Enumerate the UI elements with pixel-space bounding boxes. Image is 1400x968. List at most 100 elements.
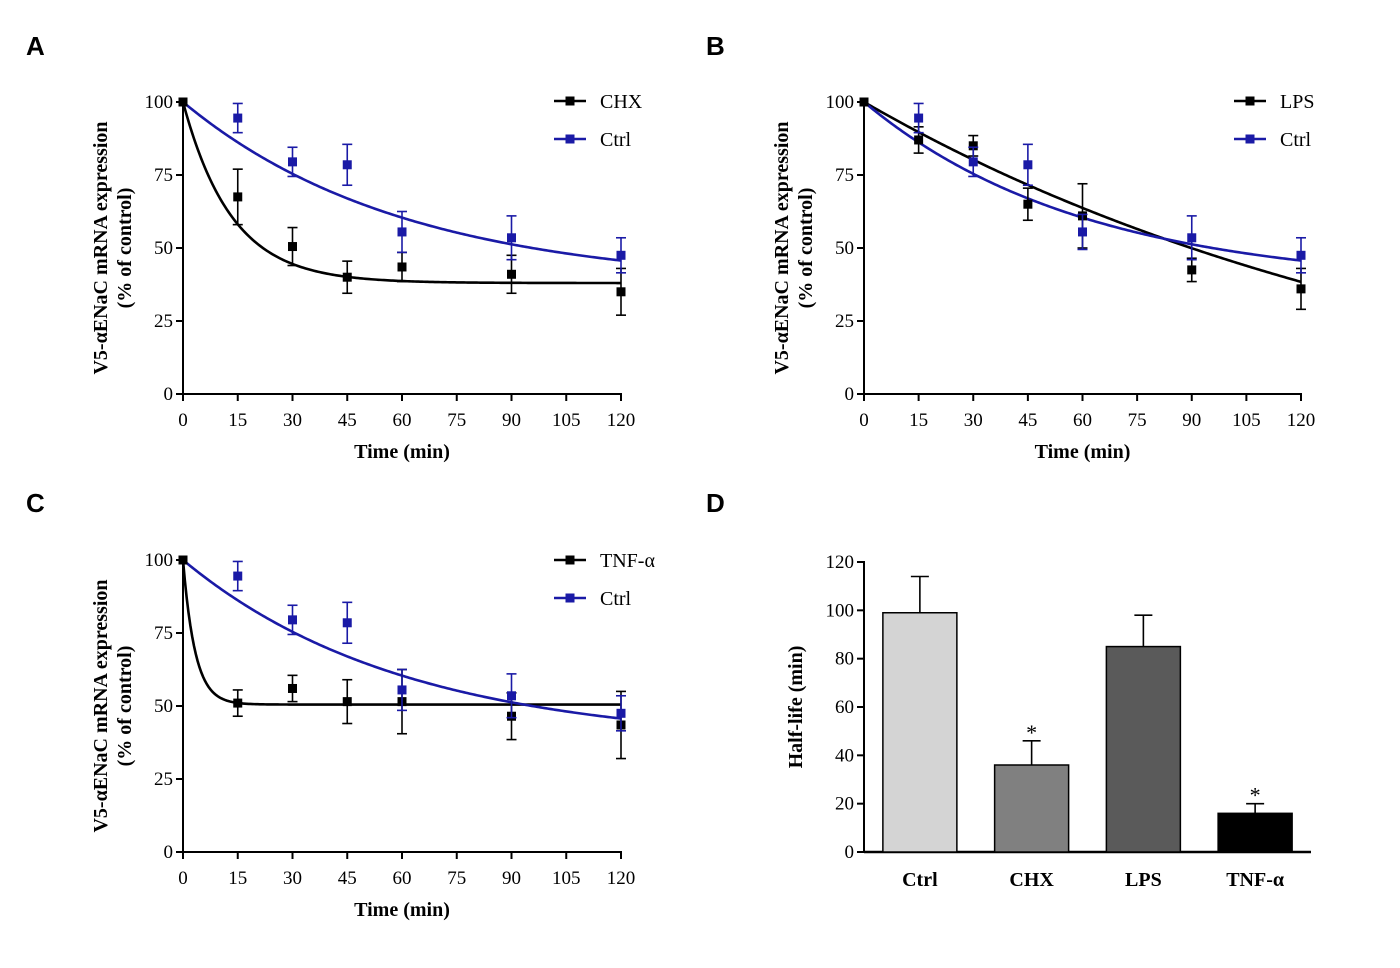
panel-b: B 0 25 50 75 100 0 15 30 45 60 75 90 105 120 Time (min)…: [706, 31, 1315, 463]
data-point: [397, 262, 407, 272]
y-axis-title-unit: (% of control): [114, 646, 136, 767]
x-tick-label: 15: [909, 410, 928, 431]
y-axis-title: Half-life (min): [785, 646, 807, 769]
category-label: CHX: [1009, 869, 1054, 891]
data-point: [342, 618, 352, 628]
y-axis-title-unit: (% of control): [114, 188, 136, 309]
data-point: [1187, 233, 1197, 243]
y-tick-label: 75: [835, 165, 854, 186]
x-axis-title: Time (min): [1035, 441, 1131, 463]
x-tick-label: 105: [1232, 410, 1261, 431]
panel-c: C 0 25 50 75 100 0 15 30 45 60 75 90 105 120 Time (min)…: [26, 488, 655, 921]
significance-marker: *: [1026, 720, 1037, 745]
data-point: [178, 97, 188, 107]
y-tick-label: 50: [835, 238, 854, 259]
category-label: Ctrl: [902, 869, 938, 891]
x-tick-label: 45: [338, 410, 357, 431]
legend-marker: [565, 134, 575, 144]
y-tick-label: 50: [154, 238, 173, 259]
y-tick-label: 25: [154, 769, 173, 790]
x-tick-label: 0: [178, 410, 188, 431]
x-tick-label: 75: [1128, 410, 1147, 431]
significance-marker: *: [1250, 783, 1261, 808]
x-tick-label: 105: [552, 410, 581, 431]
bar-Ctrl: [882, 612, 958, 853]
x-tick-label: 90: [502, 868, 521, 889]
data-point: [914, 135, 924, 145]
legend-label: LPS: [1280, 91, 1314, 113]
y-tick-label: 75: [154, 623, 173, 644]
x-tick-label: 75: [447, 410, 466, 431]
x-tick-label: 60: [1073, 410, 1092, 431]
x-axis-title: Time (min): [354, 441, 450, 463]
data-point: [1023, 160, 1033, 170]
data-point: [233, 113, 243, 123]
y-tick-label: 0: [845, 842, 855, 863]
x-tick-label: 90: [1182, 410, 1201, 431]
x-axis-title: Time (min): [354, 899, 450, 921]
y-axis-title: V5-αENaC mRNA expression: [771, 121, 793, 374]
data-point: [233, 571, 243, 581]
data-point: [288, 242, 297, 252]
x-tick-label: 0: [859, 410, 869, 431]
data-point: [1296, 284, 1306, 294]
data-point: [178, 555, 188, 565]
y-tick-label: 80: [835, 649, 854, 670]
category-label: TNF-α: [1226, 869, 1284, 891]
panel-letter: B: [706, 31, 725, 61]
data-point: [1187, 265, 1197, 275]
y-tick-label: 0: [164, 384, 174, 405]
panel-letter: C: [26, 488, 45, 518]
x-tick-label: 120: [1287, 410, 1316, 431]
y-axis-title: V5-αENaC mRNA expression: [90, 121, 112, 374]
x-tick-label: 75: [447, 868, 466, 889]
x-tick-label: 15: [228, 868, 247, 889]
data-point: [616, 708, 626, 718]
y-tick-label: 100: [826, 92, 855, 113]
x-tick-label: 0: [178, 868, 188, 889]
bar-TNF-α: [1217, 812, 1293, 853]
legend-label: Ctrl: [1280, 129, 1312, 151]
legend-marker: [1245, 134, 1255, 144]
y-tick-label: 120: [826, 552, 855, 573]
x-tick-label: 45: [338, 868, 357, 889]
data-point: [507, 269, 516, 279]
x-tick-label: 45: [1018, 410, 1037, 431]
data-point: [288, 157, 297, 167]
x-tick-label: 60: [393, 410, 412, 431]
legend-label: TNF-α: [600, 550, 655, 572]
data-point: [233, 698, 243, 708]
data-point: [288, 683, 297, 693]
y-tick-label: 100: [826, 600, 855, 621]
data-point: [616, 287, 626, 297]
legend-label: Ctrl: [600, 588, 632, 610]
data-point: [968, 141, 978, 151]
panel-letter: D: [706, 488, 725, 518]
data-point: [1078, 227, 1087, 237]
legend-label: CHX: [600, 91, 643, 113]
y-tick-label: 60: [835, 697, 854, 718]
x-tick-label: 15: [228, 410, 247, 431]
y-tick-label: 75: [154, 165, 173, 186]
y-tick-label: 40: [835, 745, 854, 766]
data-point: [968, 157, 978, 167]
panel-letter: A: [26, 31, 45, 61]
bar-CHX: [993, 764, 1070, 853]
x-tick-label: 30: [283, 410, 302, 431]
y-axis-title-unit: (% of control): [795, 188, 817, 309]
x-tick-label: 30: [283, 868, 302, 889]
panel-d: D 0 20 40 60 80 100 120 Half-life (min) Ctrl * CHX L…: [706, 488, 1311, 891]
y-tick-label: 100: [145, 550, 174, 571]
x-tick-label: 90: [502, 410, 521, 431]
x-tick-label: 60: [393, 868, 412, 889]
data-point: [1296, 250, 1306, 260]
data-point: [342, 272, 352, 282]
data-point: [507, 233, 516, 243]
x-tick-label: 30: [964, 410, 983, 431]
data-point: [507, 691, 516, 701]
legend-marker: [1245, 96, 1255, 106]
x-tick-label: 120: [607, 868, 636, 889]
data-point: [616, 250, 626, 260]
legend-label: Ctrl: [600, 129, 632, 151]
